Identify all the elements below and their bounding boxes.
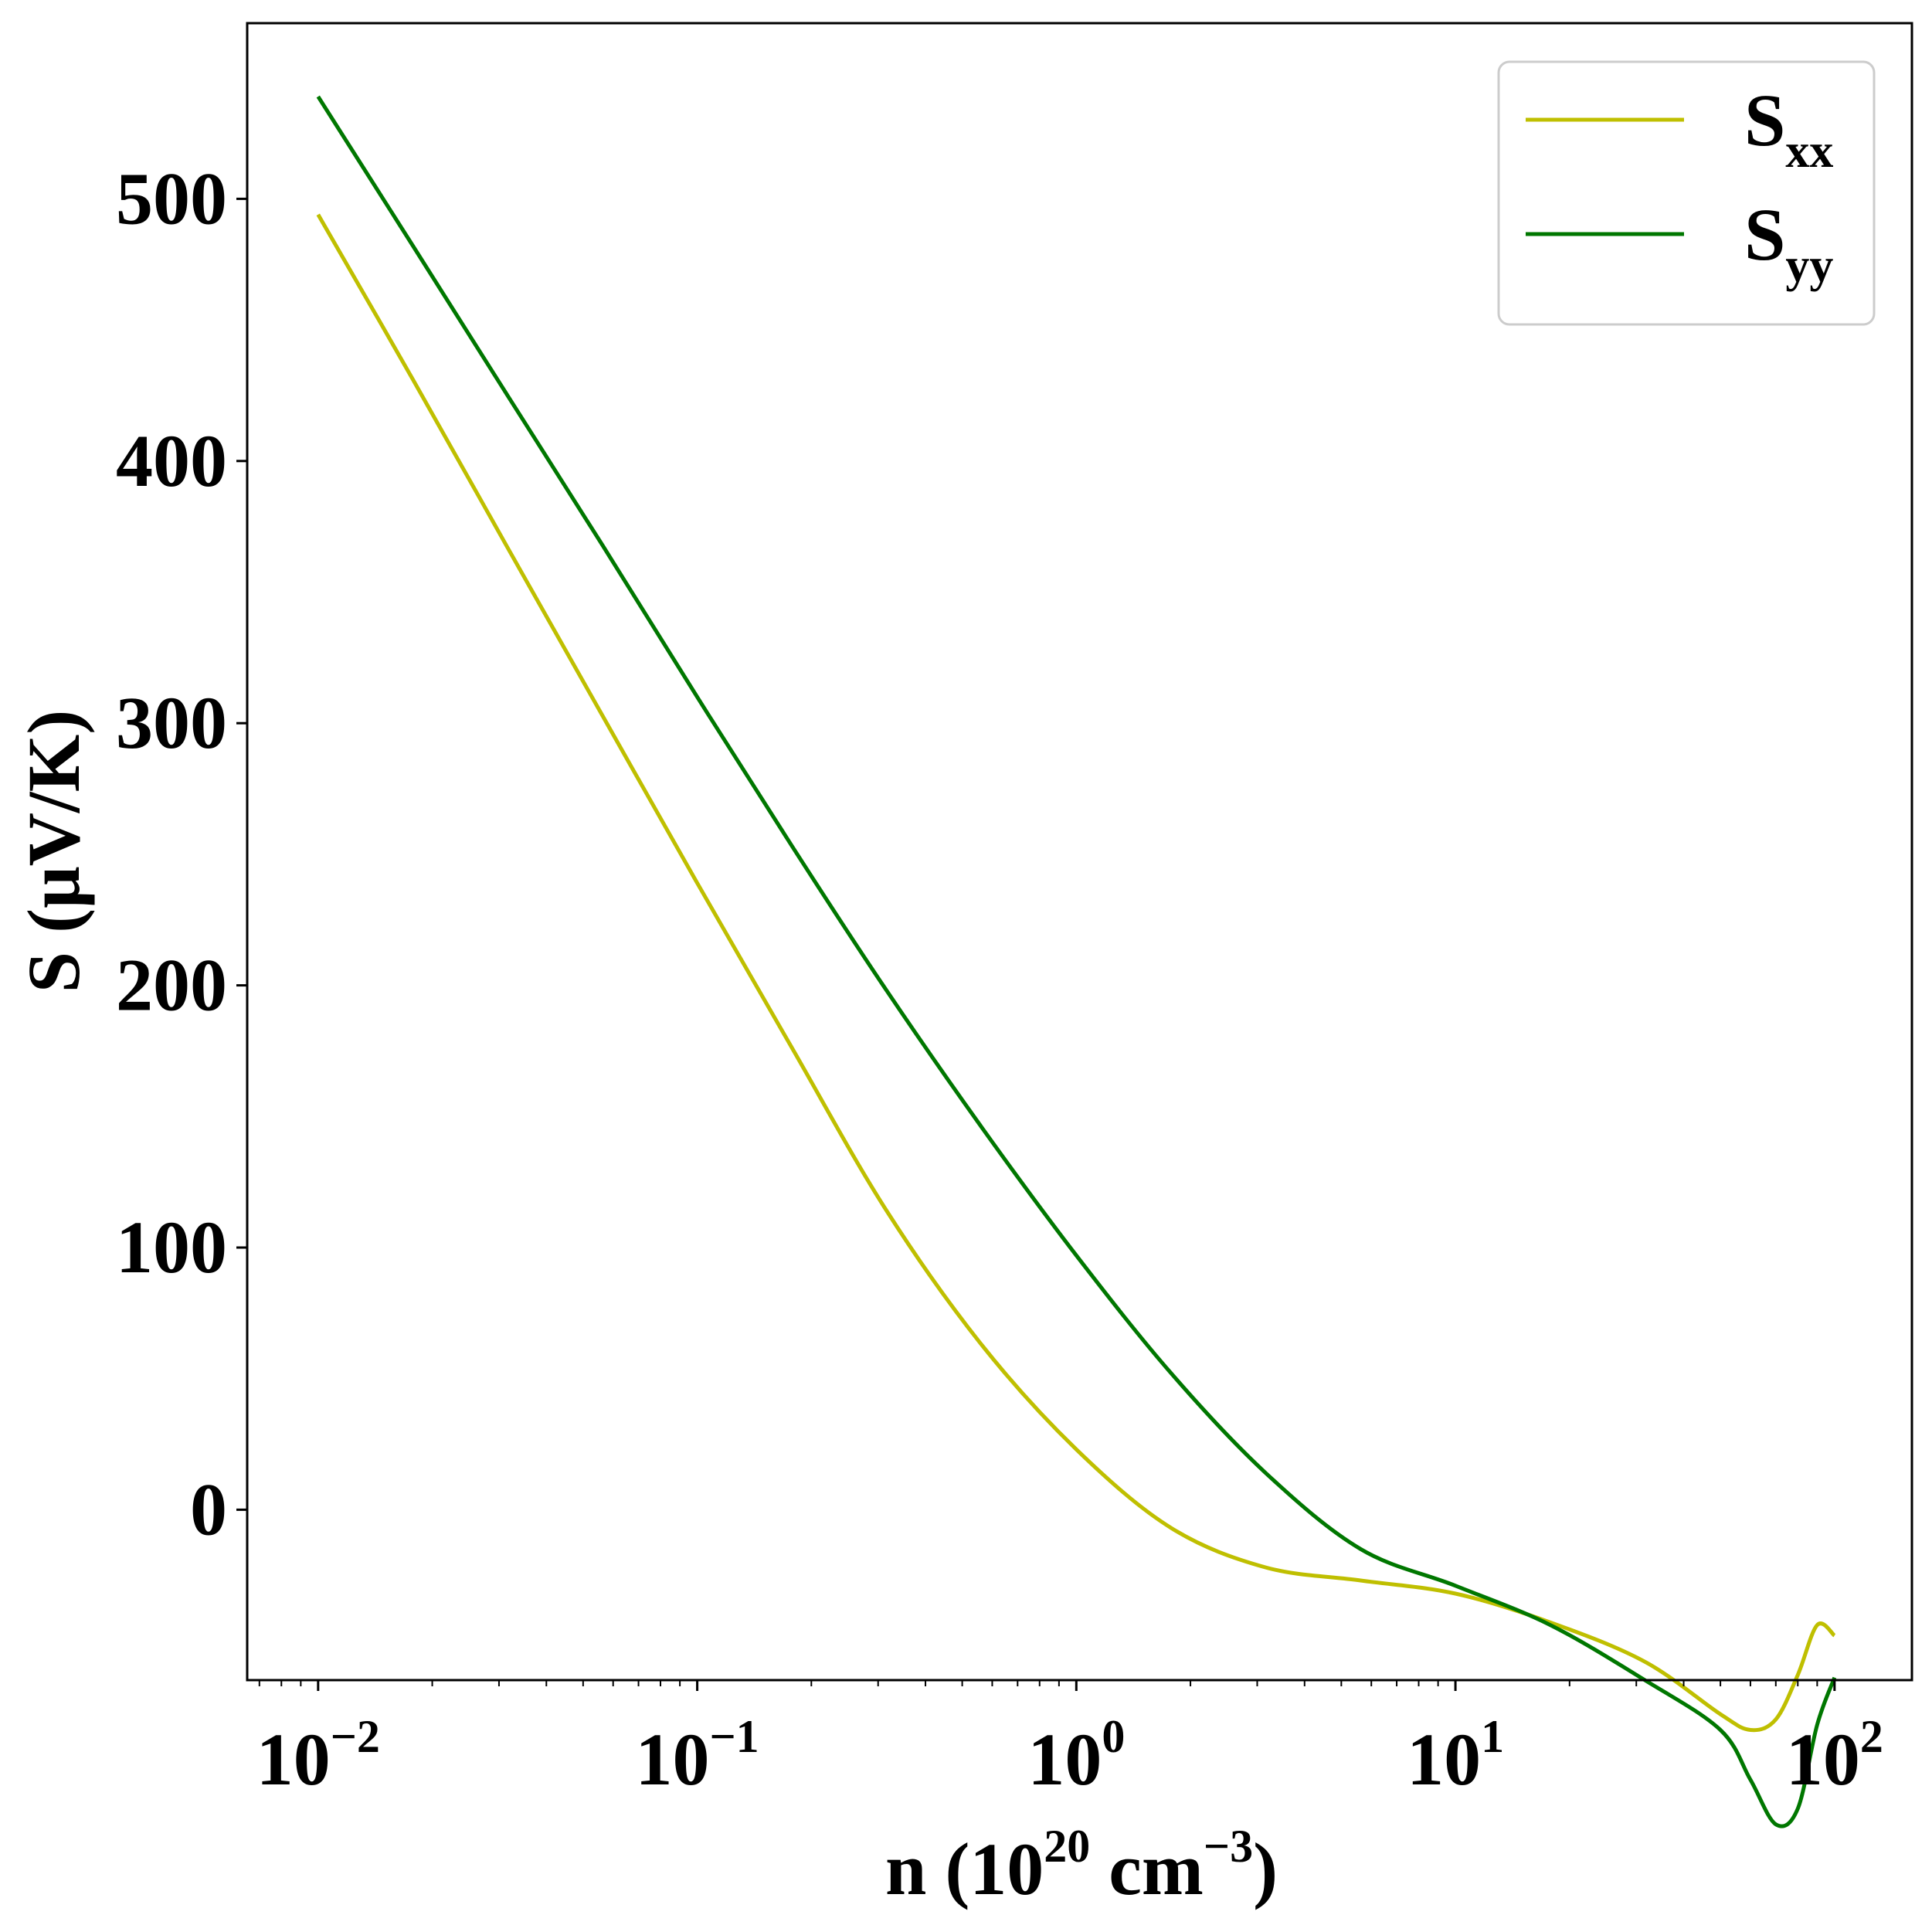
y-tick-label: 0 — [190, 1468, 227, 1550]
y-tick-label: 200 — [116, 944, 227, 1027]
y-axis-title: S (μV/K) — [12, 710, 95, 993]
x-axis-title: n (1020 cm−3) — [885, 1821, 1278, 1910]
legend-box — [1497, 60, 1876, 326]
x-tick-label: 10−2 — [256, 1711, 380, 1801]
y-tick-label: 500 — [116, 157, 227, 239]
y-tick-label: 300 — [116, 681, 227, 764]
series-line-sxx — [316, 213, 1836, 1733]
legend-label-syy: Syy — [1744, 193, 1833, 292]
y-tick-label: 100 — [116, 1206, 227, 1288]
series-layer — [316, 95, 1837, 1828]
legend-label-sxx: Sxx — [1744, 79, 1833, 178]
y-axis-ticks: 0 100 200 300 400 500 — [116, 157, 247, 1550]
plot-frame — [246, 22, 1913, 1682]
x-axis-ticks: 10−2 10−1 100 101 102 — [256, 1680, 1883, 1801]
x-tick-label: 100 — [1027, 1711, 1125, 1801]
x-tick-label: 102 — [1786, 1711, 1883, 1801]
x-tick-label: 101 — [1407, 1711, 1504, 1801]
x-tick-label: 10−1 — [635, 1711, 759, 1801]
legend: Sxx Syy — [1497, 60, 1876, 326]
series-line-syy — [316, 95, 1837, 1828]
y-tick-label: 400 — [116, 419, 227, 502]
